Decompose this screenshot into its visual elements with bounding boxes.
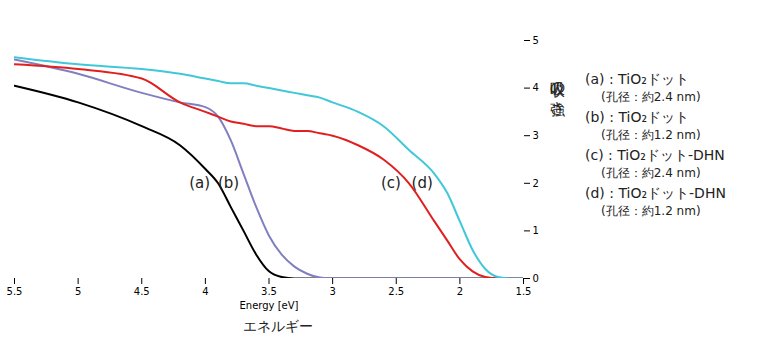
- svg-text:(a): (a): [189, 174, 210, 192]
- html-text:(孔径：約1.2 nm): (孔径：約1.2 nm): [601, 128, 701, 142]
- html-text:(b) : TiO₂ドット: (b) : TiO₂ドット: [585, 109, 690, 125]
- svg-text:5.5: 5.5: [7, 286, 23, 297]
- svg-text:2: 2: [457, 286, 463, 297]
- svg-text:Energy [eV]: Energy [eV]: [240, 300, 299, 311]
- html-text:エネルギー: エネルギー: [242, 318, 313, 334]
- html-text:(a) : TiO₂ドット: (a) : TiO₂ドット: [585, 71, 689, 87]
- html-text:(孔径：約1.2 nm): (孔径：約1.2 nm): [601, 204, 701, 218]
- svg-text:5: 5: [533, 35, 539, 46]
- svg-text:4.5: 4.5: [134, 286, 150, 297]
- svg-text:2.5: 2.5: [388, 286, 404, 297]
- svg-text:4: 4: [202, 286, 208, 297]
- svg-text:1: 1: [533, 225, 539, 236]
- svg-text:(c): (c): [381, 174, 401, 192]
- svg-text:3: 3: [533, 130, 539, 141]
- html-text:(孔径：約2.4 nm): (孔径：約2.4 nm): [601, 90, 701, 104]
- svg-text:3.5: 3.5: [261, 286, 277, 297]
- svg-text:2: 2: [533, 178, 539, 189]
- svg-text:1.5: 1.5: [516, 286, 532, 297]
- svg-text:3: 3: [329, 286, 335, 297]
- html-text:(c) : TiO₂ドット-DHN: (c) : TiO₂ドット-DHN: [585, 147, 725, 163]
- svg-text:(b): (b): [218, 174, 239, 192]
- svg-text:4: 4: [533, 82, 539, 93]
- svg-text:0: 0: [533, 273, 539, 284]
- svg-text:5: 5: [75, 286, 81, 297]
- html-text:(孔径：約2.4 nm): (孔径：約2.4 nm): [601, 166, 701, 180]
- html-text:吸収の強さ: 吸収の強さ: [549, 70, 567, 109]
- html-text:(d) : TiO₂ドット-DHN: (d) : TiO₂ドット-DHN: [585, 185, 726, 201]
- svg-text:(d): (d): [412, 174, 433, 192]
